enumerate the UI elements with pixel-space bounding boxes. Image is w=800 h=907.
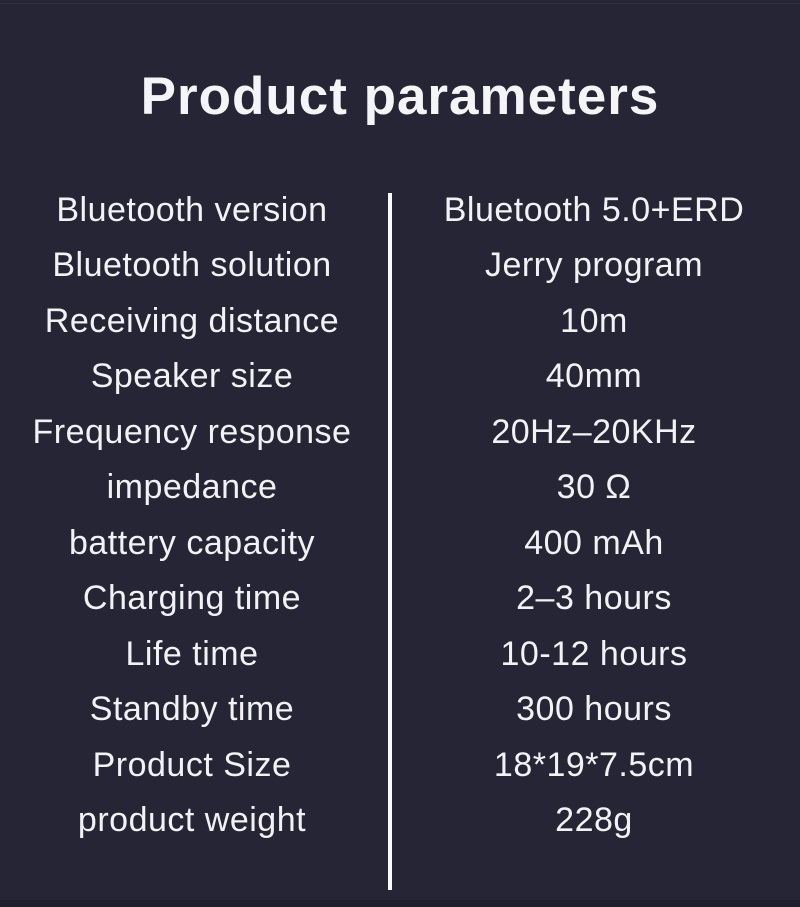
spec-value: Bluetooth 5.0+ERD [443,190,745,229]
spec-value: Jerry program [484,246,704,285]
spec-label: Charging time [82,579,302,618]
spec-value: 400 mAh [524,523,664,562]
spec-label: Frequency response [32,412,352,451]
top-edge-line [0,3,800,4]
table-row: impedance 30 Ω [0,460,800,516]
spec-value: 10m [560,301,628,340]
spec-label: Life time [125,634,259,673]
table-row: Frequency response 20Hz–20KHz [0,404,800,460]
spec-value: 40mm [545,357,643,396]
spec-table: Bluetooth version Bluetooth 5.0+ERD Blue… [0,182,800,848]
spec-value: 30 Ω [556,468,632,507]
column-divider [388,193,392,890]
spec-label: battery capacity [68,523,316,562]
spec-label: Product Size [92,745,292,784]
spec-label: Standby time [89,690,295,729]
spec-value: 228g [555,801,633,840]
bottom-edge-strip [0,900,800,907]
table-row: Life time 10-12 hours [0,626,800,682]
spec-value: 300 hours [516,690,672,729]
spec-label: Receiving distance [44,301,340,340]
spec-label: Bluetooth solution [52,246,332,285]
table-row: Bluetooth solution Jerry program [0,238,800,294]
table-row: Bluetooth version Bluetooth 5.0+ERD [0,182,800,238]
table-row: product weight 228g [0,793,800,849]
table-row: Receiving distance 10m [0,293,800,349]
spec-label: Bluetooth version [56,190,328,229]
spec-value: 20Hz–20KHz [491,412,697,451]
spec-value: 18*19*7.5cm [493,745,695,784]
spec-label: Speaker size [90,357,294,396]
table-row: Product Size 18*19*7.5cm [0,737,800,793]
spec-value: 2–3 hours [516,579,672,618]
table-row: Standby time 300 hours [0,682,800,738]
table-row: Charging time 2–3 hours [0,571,800,627]
spec-label: product weight [77,801,307,840]
table-row: Speaker size 40mm [0,349,800,405]
page-title: Product parameters [140,67,660,126]
spec-value: 10-12 hours [500,634,688,673]
spec-label: impedance [106,468,278,507]
table-row: battery capacity 400 mAh [0,515,800,571]
